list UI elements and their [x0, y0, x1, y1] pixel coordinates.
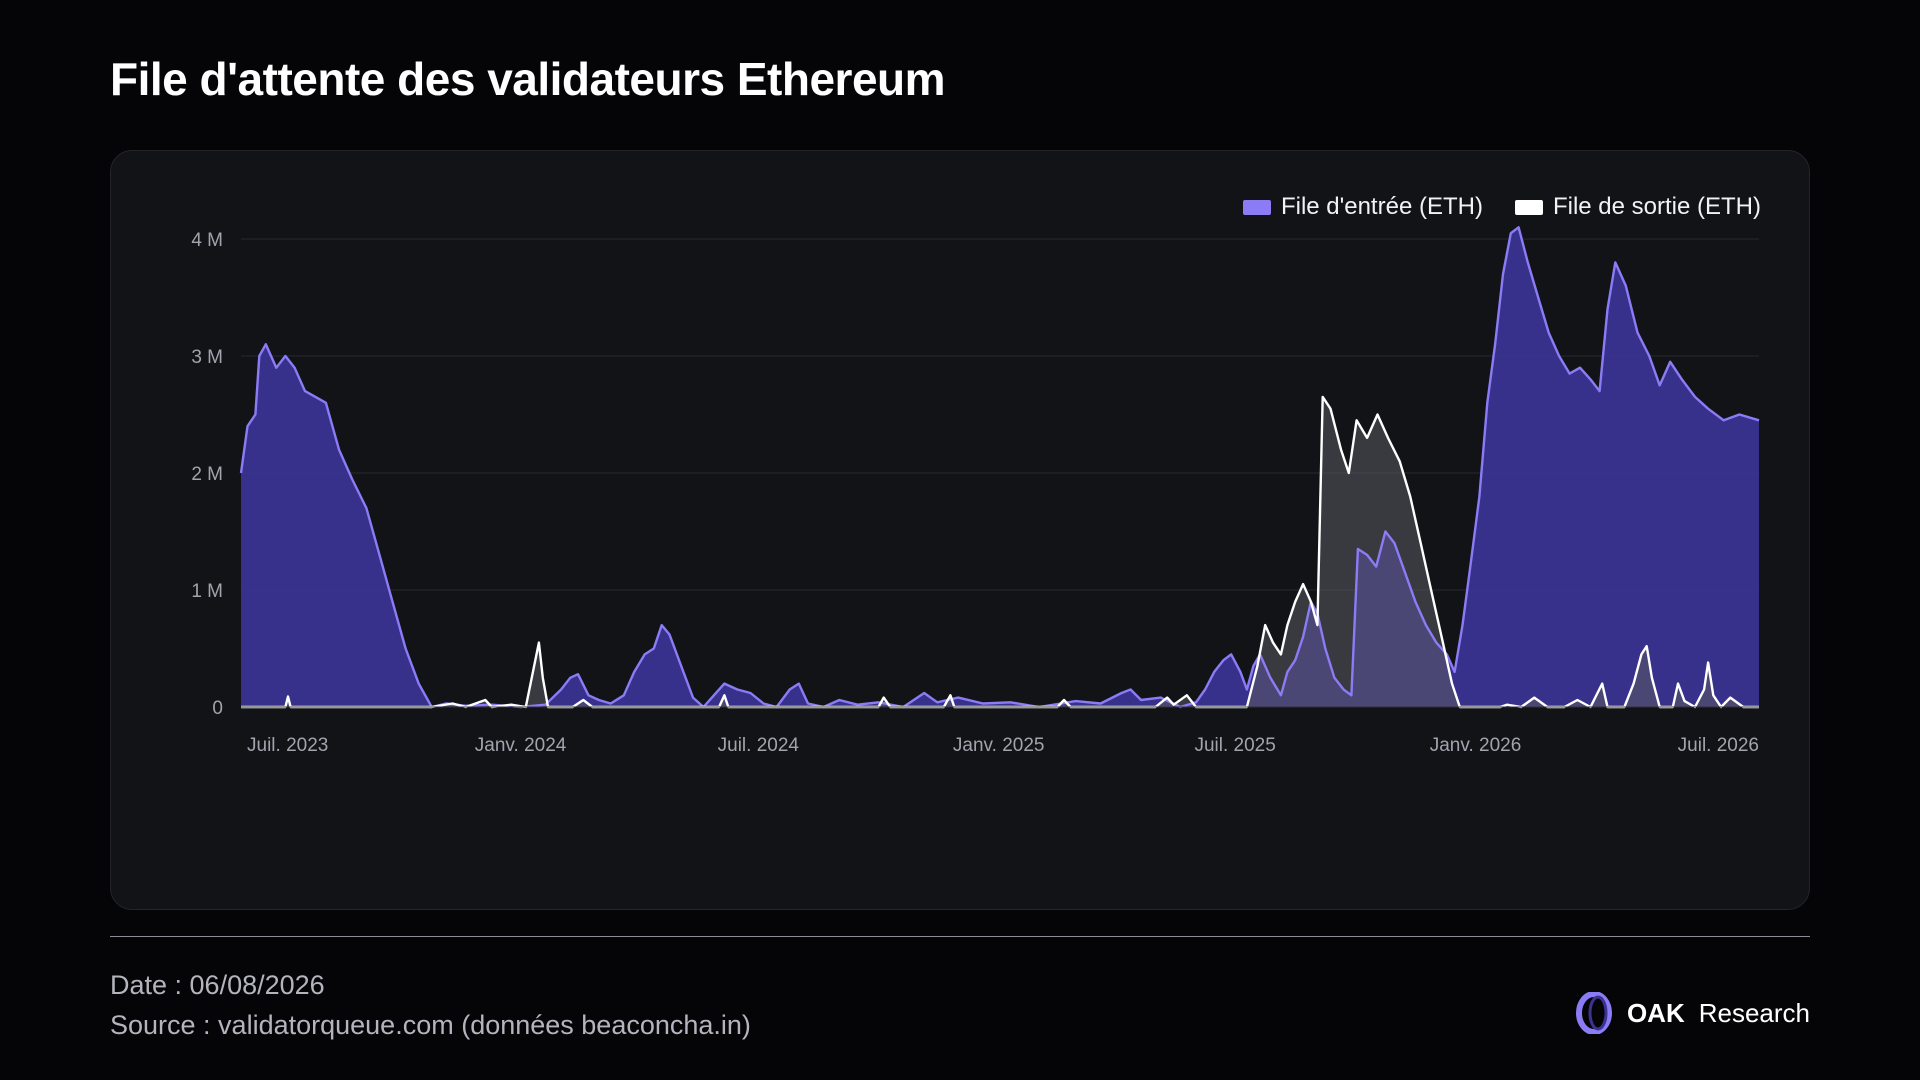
series-line-entry [239, 226, 1760, 709]
chart-card: File d'entrée (ETH) File de sortie (ETH)… [110, 150, 1810, 910]
legend-label-entry: File d'entrée (ETH) [1280, 193, 1483, 220]
x-tick-label: Juil. 2023 [247, 735, 328, 756]
y-tick-label: 3 M [191, 347, 223, 368]
oak-ring-icon [1575, 992, 1612, 1034]
series-area-exit [241, 396, 1759, 707]
footer-date: Date : 06/08/2026 [110, 970, 325, 1000]
legend-swatch-entry [1242, 199, 1271, 215]
y-tick-label: 2 M [191, 464, 223, 485]
x-tick-label: Janv. 2025 [953, 735, 1045, 756]
chart-plot: 0 1 M 2 M 3 M 4 M Juil. 2023 Janv. 2024 Juil. 2… [191, 226, 1760, 756]
series-line-exit [241, 395, 1759, 709]
y-tick-label: 0 [212, 698, 223, 719]
footer-meta: Date : 06/08/2026 Source : validatorqueu… [110, 965, 751, 1045]
footer-source: Source : validatorqueue.com (données bea… [110, 1010, 751, 1040]
legend-item-exit: File de sortie (ETH) [1514, 193, 1761, 221]
chart-title: File d'attente des validateurs Ethereum [110, 53, 946, 105]
brand-name: OAK [1626, 997, 1685, 1028]
series-area-entry [241, 227, 1759, 708]
x-tick-label: Juil. 2025 [1194, 735, 1275, 756]
x-tick-label: Janv. 2024 [475, 735, 567, 756]
brand-suffix: Research [1698, 997, 1810, 1028]
chart-legend: File d'entrée (ETH) File de sortie (ETH) [1242, 193, 1761, 221]
x-tick-label: Janv. 2026 [1430, 735, 1522, 756]
legend-item-entry: File d'entrée (ETH) [1242, 193, 1483, 221]
footer-divider [110, 936, 1810, 937]
legend-label-exit: File de sortie (ETH) [1552, 193, 1761, 220]
legend-swatch-exit [1514, 199, 1543, 215]
x-tick-label: Juil. 2024 [718, 735, 800, 756]
brand-logo: OAK Research [1575, 992, 1810, 1034]
y-tick-label: 4 M [191, 230, 223, 251]
x-tick-label: Juil. 2026 [1678, 735, 1759, 756]
y-tick-label: 1 M [191, 581, 223, 602]
